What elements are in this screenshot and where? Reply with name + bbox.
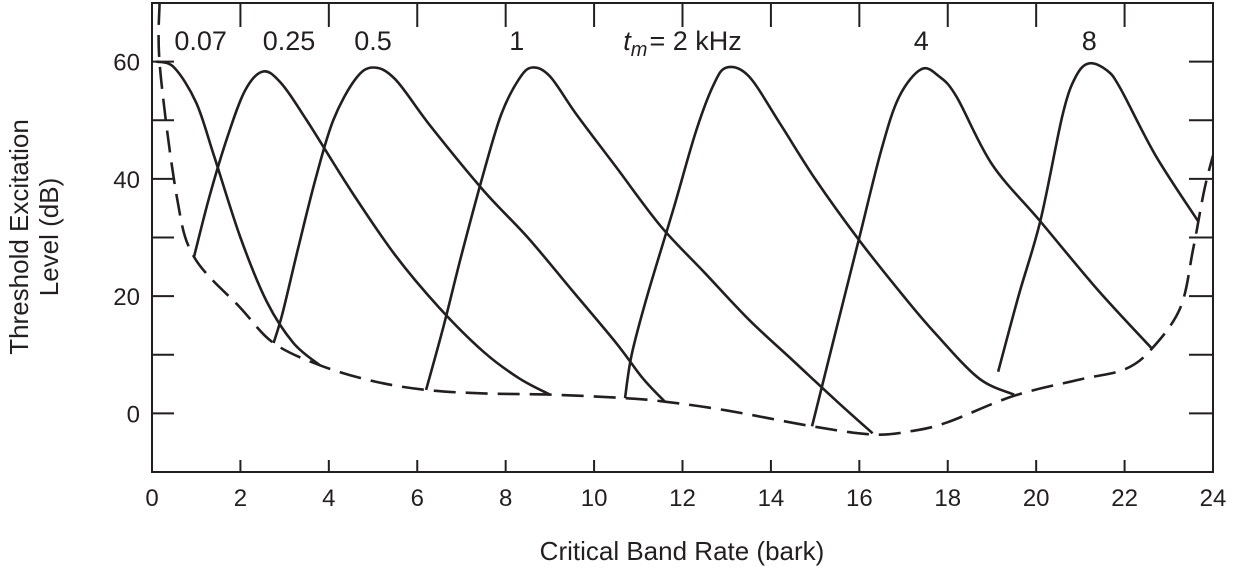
x-tick-label: 10 [581,485,608,512]
y-tick-label: 60 [113,50,140,77]
x-tick-label: 16 [846,485,873,512]
excitation-curve-0-25 [192,69,551,396]
y-axis-label: Threshold Excitation Level (dB) [4,119,64,355]
x-tick-label: 24 [1200,485,1227,512]
y-tick-label: 20 [113,284,140,311]
x-tick-label: 4 [322,485,335,512]
x-tick-label: 20 [1023,485,1050,512]
curve-label: 0.25 [263,26,316,56]
x-tick-label: 0 [145,485,158,512]
curve-label: 0.07 [174,26,227,56]
curve-label: 1 [509,26,524,56]
x-tick-label: 6 [411,485,424,512]
curve-label: tm= 2 kHz [623,26,741,61]
x-tick-label: 18 [934,485,961,512]
y-axis-label-line-2: Level (dB) [34,178,64,297]
curve-label: 8 [1082,26,1097,56]
curve-label: 4 [914,26,929,56]
curve-label-text: = 2 kHz [649,26,741,56]
excitation-curve-2 [623,65,1015,399]
excitation-curve-0-5 [272,66,666,403]
excitation-curve-8 [996,61,1200,373]
x-tick-label: 8 [499,485,512,512]
x-tick-label: 22 [1111,485,1138,512]
excitation-curve-1 [424,66,874,435]
y-tick-label: 40 [113,167,140,194]
y-tick-label: 0 [127,401,140,428]
annotations-layer: 0.07 0.25 0.5 1 tm= 2 kHz 4 8 [174,26,1096,61]
x-tick-label: 12 [669,485,696,512]
excitation-curve-4 [810,66,1153,427]
threshold-in-quiet-curve [157,3,1213,436]
y-axis-label-line-1: Threshold Excitation [4,119,34,355]
curve-label-subscript: m [631,39,648,61]
excitation-curve-0-07 [156,60,321,367]
x-axis-label: Critical Band Rate (bark) [540,536,825,566]
curve-label: 0.5 [354,26,392,56]
x-tick-label: 14 [758,485,785,512]
curve-label-italic: t [623,26,632,56]
curves-layer [156,3,1213,436]
x-tick-label: 2 [234,485,247,512]
